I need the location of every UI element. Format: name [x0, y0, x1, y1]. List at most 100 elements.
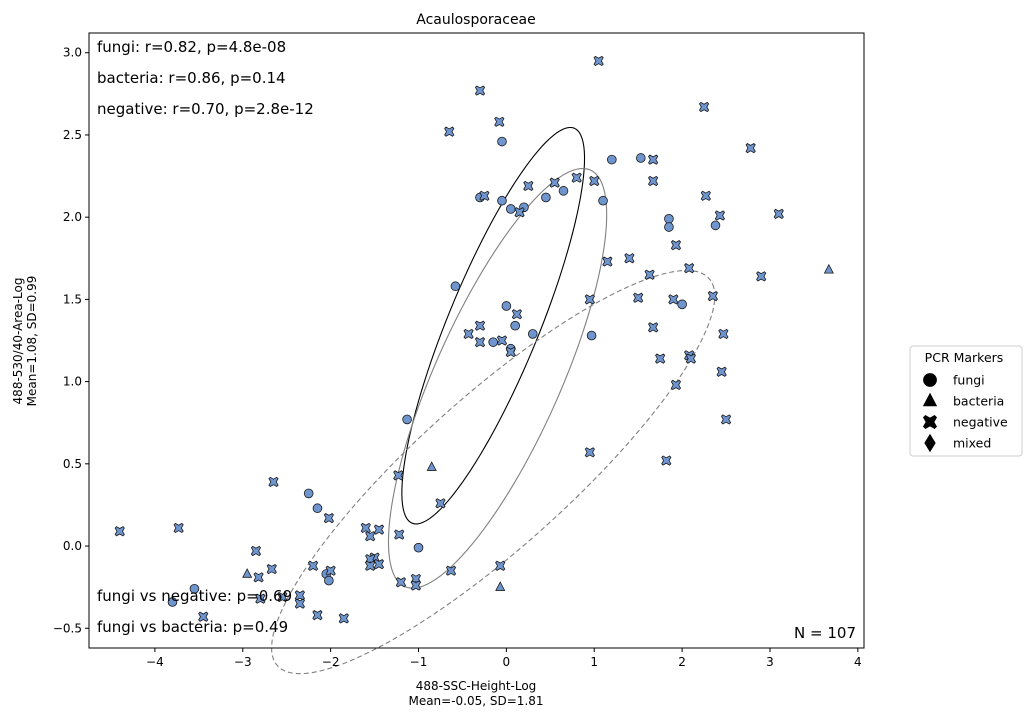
- x-tick-label: −1: [410, 655, 428, 669]
- x-tick-label: 1: [590, 655, 598, 669]
- point-negative: [250, 545, 262, 557]
- point-negative: [173, 522, 184, 534]
- point-bacteria: [242, 568, 253, 578]
- point-fungi: [497, 195, 507, 206]
- legend-marker-negative: [923, 415, 937, 429]
- legend-entry-negative: negative: [953, 415, 1008, 430]
- point-negative: [474, 320, 486, 331]
- point-bacteria: [823, 263, 834, 274]
- point-negative: [648, 154, 659, 165]
- point-negative: [684, 263, 695, 274]
- point-fungi: [527, 329, 538, 339]
- point-fungi: [677, 299, 687, 310]
- x-tick-label: −2: [322, 655, 340, 669]
- stats-top-line: bacteria: r=0.86, p=0.14: [97, 69, 286, 87]
- point-negative: [655, 353, 666, 364]
- point-fungi: [303, 488, 314, 499]
- stats-top-line: negative: r=0.70, p=2.8e-12: [97, 100, 314, 118]
- stats-bottom-line: fungi vs negative: p=0.69: [97, 587, 292, 605]
- point-fungi: [598, 195, 608, 206]
- point-negative: [756, 271, 767, 282]
- point-fungi: [324, 575, 334, 586]
- point-negative: [593, 55, 604, 67]
- confidence-ellipse-fungi: [401, 126, 586, 525]
- point-negative: [463, 328, 474, 340]
- point-negative: [496, 335, 508, 346]
- point-fungi: [312, 503, 323, 514]
- y-tick-label: 0.5: [63, 457, 82, 471]
- point-fungi: [501, 301, 512, 311]
- point-negative: [624, 253, 635, 264]
- y-axis-sublabel: Mean=1.08, SD=0.99: [25, 276, 39, 407]
- point-fungi: [586, 330, 597, 341]
- point-negative: [338, 613, 349, 624]
- point-negative: [268, 476, 279, 488]
- point-negative: [718, 328, 729, 340]
- point-negative: [312, 610, 323, 621]
- point-fungi: [636, 153, 646, 163]
- stats-bottom-line: fungi vs bacteria: p=0.49: [97, 618, 288, 636]
- point-negative: [644, 269, 655, 280]
- legend-box: [909, 345, 1023, 457]
- point-negative: [410, 580, 421, 591]
- legend-entry-mixed: mixed: [953, 436, 991, 451]
- point-negative: [495, 560, 506, 571]
- point-fungi: [488, 337, 498, 347]
- point-negative: [633, 292, 644, 303]
- point-negative: [648, 175, 659, 187]
- point-negative: [307, 560, 319, 571]
- point-negative: [474, 85, 486, 96]
- x-tick-label: 2: [678, 655, 686, 669]
- point-negative: [549, 177, 560, 188]
- point-negative: [670, 379, 682, 391]
- point-negative: [571, 172, 582, 183]
- x-tick-label: −3: [234, 655, 252, 669]
- point-negative: [253, 572, 264, 583]
- x-axis-sublabel: Mean=-0.05, SD=1.81: [408, 694, 543, 708]
- point-negative: [589, 175, 600, 187]
- point-negative: [698, 101, 710, 113]
- y-tick-label: −0.5: [53, 621, 82, 635]
- plot-area: [114, 55, 834, 675]
- point-negative: [198, 611, 209, 622]
- point-negative: [511, 309, 523, 320]
- point-negative: [714, 210, 726, 221]
- point-fungi: [505, 204, 516, 214]
- point-negative: [360, 522, 371, 534]
- point-negative: [393, 470, 404, 481]
- point-negative: [114, 526, 125, 537]
- x-tick-label: 3: [766, 655, 774, 669]
- point-negative: [294, 598, 305, 609]
- n-label: N = 107: [794, 624, 856, 642]
- point-negative: [323, 512, 334, 524]
- point-negative: [294, 590, 305, 601]
- point-negative: [505, 346, 516, 358]
- point-negative: [602, 256, 613, 267]
- point-fungi: [413, 542, 424, 553]
- point-negative: [584, 447, 595, 458]
- y-axis-label: 488-530/40-Area-Log: [11, 278, 25, 405]
- y-tick-label: 2.5: [63, 128, 82, 142]
- x-tick-label: 0: [503, 655, 511, 669]
- point-negative: [685, 353, 697, 364]
- legend-entry-bacteria: bacteria: [953, 394, 1004, 409]
- legend-marker-fungi: [923, 373, 937, 387]
- point-negative: [523, 180, 534, 192]
- point-fungi: [510, 320, 520, 331]
- y-tick-label: 3.0: [63, 46, 82, 60]
- point-fungi: [664, 222, 674, 232]
- point-negative: [479, 190, 490, 201]
- y-tick-label: 1.0: [63, 375, 82, 389]
- point-fungi: [167, 597, 178, 607]
- point-fungi: [664, 214, 674, 224]
- x-axis-label: 488-SSC-Height-Log: [416, 679, 537, 693]
- point-fungi: [497, 136, 507, 147]
- point-bacteria: [495, 581, 506, 591]
- plot-frame: [88, 32, 865, 649]
- point-negative: [365, 531, 376, 542]
- y-tick-label: 0.0: [63, 539, 82, 553]
- point-negative: [435, 498, 446, 509]
- point-negative: [707, 290, 718, 302]
- point-negative: [255, 593, 266, 604]
- point-negative: [720, 414, 732, 425]
